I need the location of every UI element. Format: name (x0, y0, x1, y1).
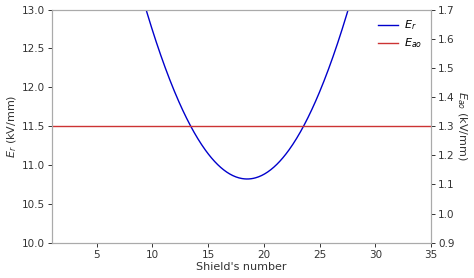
Y-axis label: $E_{ao}$ (kV/mm): $E_{ao}$ (kV/mm) (455, 91, 468, 161)
Y-axis label: $E_r$ (kV/mm): $E_r$ (kV/mm) (6, 95, 19, 158)
X-axis label: Shield's number: Shield's number (196, 262, 287, 272)
Legend: $E_r$, $E_{ao}$: $E_r$, $E_{ao}$ (375, 15, 426, 54)
